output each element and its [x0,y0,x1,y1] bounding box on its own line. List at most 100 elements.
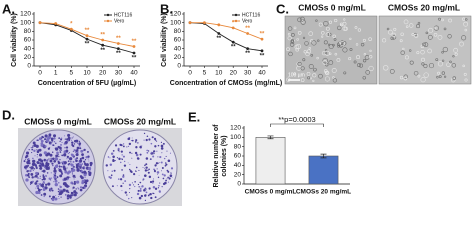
colony [123,164,127,167]
colony [148,187,151,190]
colony [40,142,44,145]
cell [328,60,334,65]
cell [337,25,342,31]
colony [23,160,26,163]
cell [295,48,299,52]
colony [44,145,47,148]
colony [75,163,77,165]
colony [50,179,52,181]
colony [42,169,46,173]
cell [453,47,459,53]
colony [121,169,123,171]
point [260,49,264,53]
image-label: CMOSs 20 mg/mL [388,2,460,12]
cell [441,18,444,22]
colony [54,182,58,187]
colony [128,183,132,187]
cell [447,34,452,39]
colony [148,175,152,179]
colony [61,161,62,163]
colony [135,139,138,142]
colony [118,151,120,153]
colony [156,171,160,174]
colony [147,150,150,152]
cell [334,52,338,56]
colony [44,134,48,138]
colony [63,182,66,186]
colony [170,172,172,174]
colony [72,136,74,138]
colony [33,149,36,153]
colony [70,163,74,167]
colony [122,175,125,178]
colony [167,159,171,163]
cell [434,26,437,29]
x-tick-label: 10 [215,70,223,77]
y-tick-label: 120 [170,11,181,18]
colony [122,155,125,158]
micrograph [378,15,472,85]
colony [154,153,156,155]
colony [43,192,47,196]
significance: ** [116,36,121,42]
colony [88,173,92,177]
colony [46,163,50,167]
colony [73,182,77,185]
colony [123,160,126,163]
colony [73,193,77,197]
colony [148,168,150,171]
colony [122,143,125,145]
cell [340,23,343,27]
cell [297,61,302,66]
colony [137,157,140,160]
cell [389,69,395,74]
colony [33,168,36,170]
colony [134,185,136,188]
colony [145,189,147,191]
colony [161,170,162,172]
cell [449,60,452,64]
colony [143,132,146,135]
cell [308,64,314,70]
colony [60,149,62,151]
colony [76,146,80,150]
x-axis-label: Concentration of CMOSs (mg/mL) [170,80,282,87]
legend-label: Vero [242,18,253,24]
colony [36,150,40,154]
y-axis-label: Relative number of [213,124,220,188]
colony [148,138,151,141]
colony [84,162,87,165]
colony [121,190,123,192]
colony [79,170,82,172]
colony [66,178,69,181]
significance: ** [85,42,90,48]
point [203,21,206,25]
colony [81,179,85,183]
panel-letter: C. [276,1,289,16]
cell [322,60,328,65]
point [217,23,221,27]
colony [157,174,158,176]
colony [50,172,52,174]
colony [138,186,140,188]
colony [39,162,42,164]
point [101,38,105,42]
colony [52,195,56,199]
cell [333,38,337,41]
colony [130,170,133,173]
cell [290,39,295,43]
colony [32,159,36,164]
colony [61,141,63,144]
colony [128,191,130,193]
colony [59,159,61,161]
colony [51,162,54,165]
cell [323,40,328,45]
cell [323,21,329,27]
colony [160,144,164,148]
colony [127,145,130,147]
colony [144,194,147,197]
significance: ** [100,33,105,39]
colony [117,147,120,150]
colony [40,188,42,191]
panel-letter: D. [2,107,15,122]
